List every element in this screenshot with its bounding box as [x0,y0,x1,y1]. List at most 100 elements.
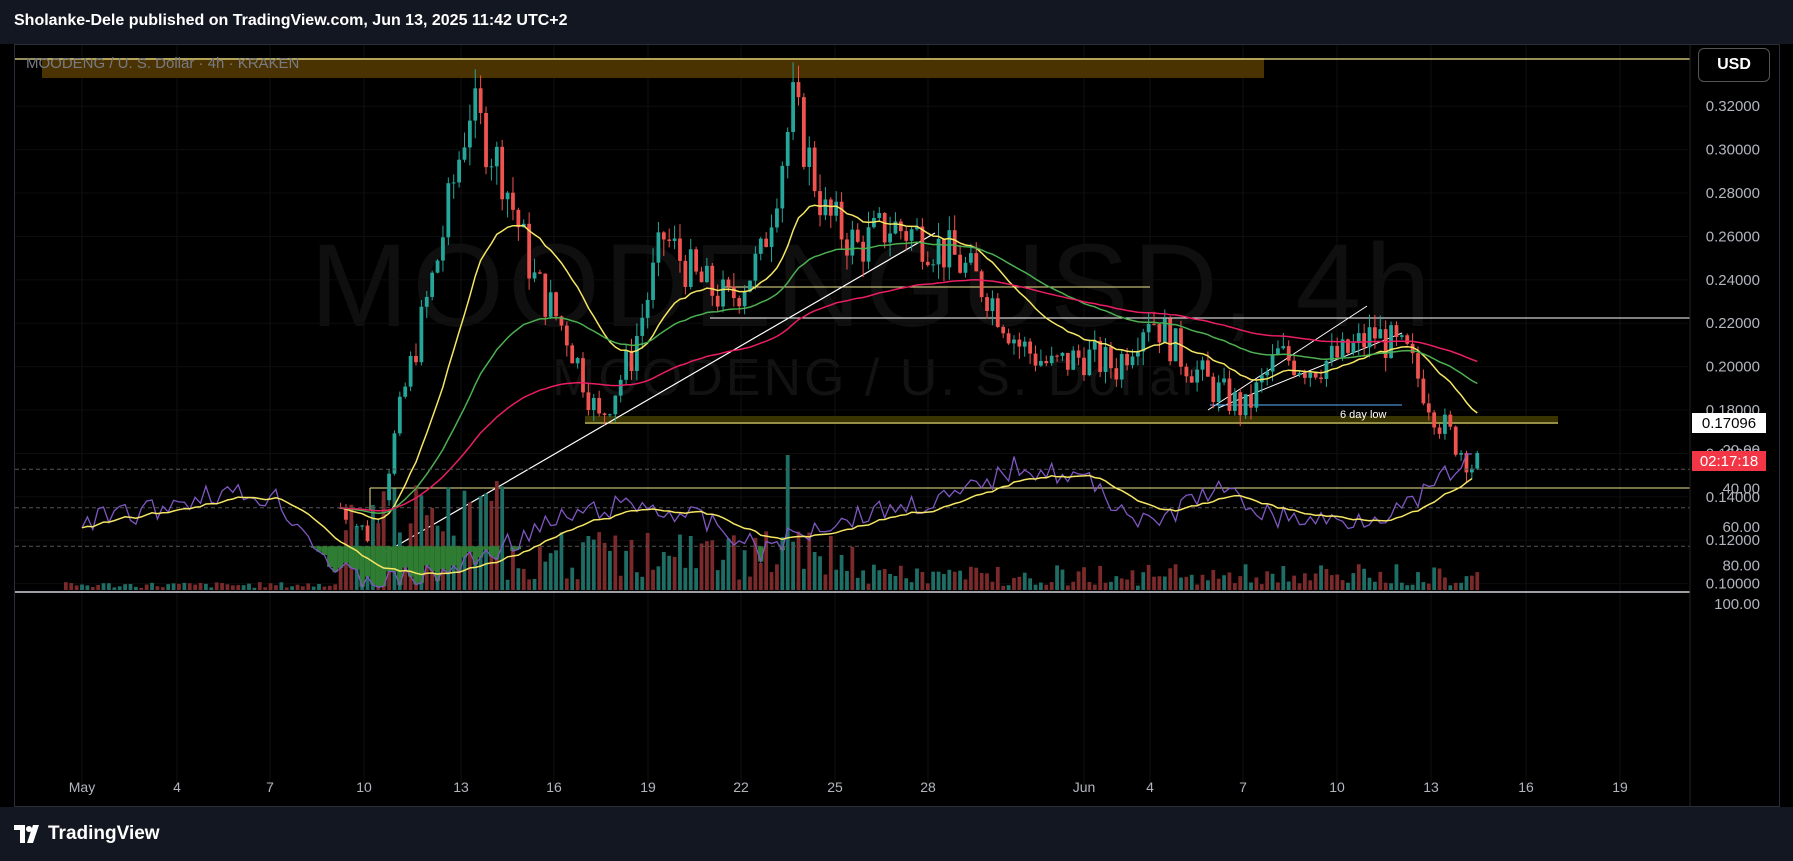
candle-body [791,82,795,133]
volume-bar [942,574,946,590]
x-tick-label: 13 [453,779,469,795]
candle-body [1329,345,1334,361]
tradingview-logo[interactable]: TradingView [14,823,160,845]
volume-bar [1378,571,1383,590]
volume-bar [872,564,876,590]
currency-button[interactable]: USD [1698,48,1770,82]
volume-bar [279,582,284,590]
volume-bar [1356,564,1361,590]
candle-body [505,192,510,200]
volume-bar [543,561,548,590]
volume-bar [473,546,478,590]
candle-body [1179,328,1183,367]
volume-bar [1168,568,1173,590]
volume-bar [484,493,488,590]
candle-body [1087,349,1092,376]
candle-body [467,120,472,148]
volume-bar [931,571,936,590]
volume-bar [521,568,526,590]
volume-bar [333,584,338,590]
candle-body [1200,360,1205,370]
volume-bar [1125,579,1129,590]
candle-body [564,325,569,346]
volume-bar [284,587,289,590]
volume-bar [591,539,596,590]
candle-body [667,239,672,241]
candle-body [1394,325,1399,337]
volume-bar [494,481,499,590]
candle-body [1410,343,1415,354]
candle-body [1065,352,1070,370]
candle-body [979,271,984,298]
volume-bar [688,535,693,590]
countdown-tag: 02:17:18 [1692,451,1766,471]
volume-bar [1022,572,1027,590]
volume-bar [257,582,262,590]
volume-bar [861,570,866,590]
candle-body [457,159,461,183]
volume-bar [505,579,510,590]
volume-bar [1249,582,1253,590]
volume-bar [710,540,715,590]
candle-body [1346,339,1350,353]
candle-body [1270,355,1275,372]
candle-body [1168,318,1173,362]
volume-bar [1141,572,1146,590]
volume-bar [74,585,79,590]
candle-body [1459,453,1463,455]
volume-bar [160,587,165,590]
candle-body [1475,452,1480,469]
candle-body [818,191,822,216]
candle-body [1302,373,1307,378]
volume-bar [63,582,68,590]
candle-body [408,355,413,387]
candle-body [748,280,752,292]
candle-body [1033,353,1038,366]
volume-bar [785,455,790,590]
candle-body [888,233,892,243]
candle-body [424,296,429,307]
candle-body [1119,354,1124,380]
candle-body [963,262,968,273]
candle-body [1238,392,1243,416]
candle-body [581,358,585,393]
candle-body [1292,360,1296,376]
volume-bar [1227,572,1232,590]
y-tick-label: 0.24000 [1706,272,1760,289]
volume-bar [1232,583,1237,590]
candle-body [1469,468,1474,473]
volume-bar [133,586,138,590]
candle-body [1373,327,1377,339]
footer [0,807,1793,861]
candle-body [1109,347,1113,369]
y-tick-label: 0.10000 [1706,576,1760,593]
candle-body [538,272,542,274]
volume-bar [150,582,154,590]
volume-bar [1373,581,1377,590]
candle-body [1130,356,1135,366]
y-tick-label: 0.14000 [1706,489,1760,506]
volume-bar [968,566,973,590]
volume-bar [828,535,833,590]
volume-bar [645,532,650,590]
candle-body [785,132,790,166]
volume-bar [898,565,903,590]
candle-body [559,316,564,326]
candle-body [1405,335,1410,344]
candle-body [1362,333,1367,348]
volume-bar [123,584,127,590]
candle-body [898,221,903,232]
candle-body [855,229,860,242]
chart-frame[interactable] [14,44,1780,807]
volume-bar [694,568,699,590]
volume-bar [801,568,806,590]
volume-bar [1152,576,1156,590]
candle-body [699,271,704,283]
candle-body [1265,371,1270,376]
candle-body [764,238,769,247]
candle-body [1103,347,1108,372]
candle-body [397,396,402,434]
candle-body [613,395,618,415]
volume-bar [489,500,494,590]
